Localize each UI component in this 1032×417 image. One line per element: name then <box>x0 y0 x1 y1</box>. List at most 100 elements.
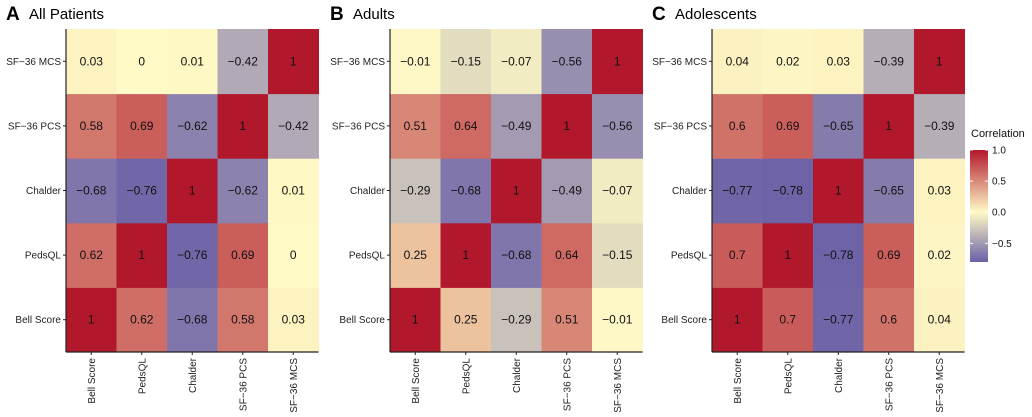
panel-b-cell-label-0-4: −0.01 <box>602 313 633 327</box>
panel-c-cell-label-4-4: 1 <box>936 54 943 68</box>
panel-a-cell-label-4-0: 0.03 <box>80 54 104 68</box>
panel-a-cell-label-4-4: 1 <box>290 54 297 68</box>
panel-c-cell-label-1-0: 0.7 <box>729 248 746 262</box>
panel-a-cell-1-3 <box>217 222 269 288</box>
panel-a-cell-2-1 <box>116 158 168 224</box>
panel-b-cell-2-1 <box>440 158 492 224</box>
panel-a-cell-4-3 <box>217 29 269 95</box>
panel-b-cell-label-2-1: −0.68 <box>451 184 482 198</box>
panel-b-cell-1-3 <box>541 222 593 288</box>
panel-c-cell-4-4 <box>914 29 965 95</box>
panel-c-xtick-label: Bell Score <box>733 358 744 404</box>
panel-a-cell-1-0 <box>66 222 117 288</box>
panel-b-cell-label-2-2: 1 <box>513 184 520 198</box>
panel-c-cell-label-4-3: −0.39 <box>874 54 905 68</box>
panel-b-cell-label-3-4: −0.56 <box>602 119 633 133</box>
panel-a-cell-3-1 <box>116 93 168 159</box>
panel-a-cell-0-1 <box>116 287 168 353</box>
panel-a-cell-3-4 <box>268 93 319 159</box>
panel-a-cell-3-2 <box>167 93 218 159</box>
panel-c-cell-4-2 <box>813 29 864 95</box>
panel-c-xtick-label: SF−36 PCS <box>884 358 895 411</box>
panel-c-cell-label-0-4: 0.04 <box>928 313 952 327</box>
panel-c-ytick-label: Chalder <box>672 186 708 197</box>
panel-c-xtick-label: PedsQL <box>783 358 794 395</box>
panel-a-cell-label-0-4: 0.03 <box>282 313 306 327</box>
panel-a-letter: A <box>6 4 20 25</box>
panel-b-cell-0-4 <box>592 287 643 353</box>
panel-b-letter: B <box>330 4 344 25</box>
panel-c-cell-label-3-2: −0.65 <box>823 119 854 133</box>
legend-title: Correlation <box>971 128 1025 140</box>
legend-colorbar <box>970 150 988 262</box>
panel-c-letter: C <box>652 4 666 25</box>
panel-a-cell-label-3-0: 0.58 <box>80 119 104 133</box>
panel-b-cell-label-3-2: −0.49 <box>501 119 532 133</box>
panel-a-cell-0-3 <box>217 287 269 353</box>
panel-b-cell-label-1-3: 0.64 <box>555 248 579 262</box>
panel-b-cell-0-0 <box>390 287 441 353</box>
panel-a-cell-label-3-1: 0.69 <box>130 119 154 133</box>
panel-a-cell-label-0-2: −0.68 <box>177 313 208 327</box>
panel-b-xtick-label: Chalder <box>512 357 523 393</box>
panel-b-cell-label-3-3: 1 <box>563 119 570 133</box>
panel-a-cell-4-0 <box>66 29 117 95</box>
panel-b-cell-label-1-0: 0.25 <box>404 248 428 262</box>
panel-c-ytick-label: Bell Score <box>661 315 707 326</box>
panel-c-cell-1-4 <box>914 222 965 288</box>
panel-a-cell-label-1-2: −0.76 <box>177 248 208 262</box>
panel-c-cell-2-2 <box>813 158 864 224</box>
panel-b-xtick-label: Bell Score <box>411 358 422 404</box>
panel-c-cell-label-1-1: 1 <box>784 248 791 262</box>
panel-c-ytick-label: SF−36 MCS <box>652 57 707 68</box>
panel-c-cell-4-0 <box>712 29 763 95</box>
panel-c-cell-label-2-3: −0.65 <box>874 184 905 198</box>
panel-b-cell-label-1-1: 1 <box>462 248 469 262</box>
panel-b-cell-label-1-4: −0.15 <box>602 248 633 262</box>
panel-a-cell-label-2-2: 1 <box>189 184 196 198</box>
panel-b-cell-1-4 <box>592 222 643 288</box>
panel-b-cell-4-1 <box>440 29 492 95</box>
panel-b-cell-3-4 <box>592 93 643 159</box>
panel-b-ytick-label: Chalder <box>350 186 386 197</box>
panel-a-title: All Patients <box>29 6 104 23</box>
panel-b-xtick-label: SF−36 MCS <box>613 358 624 413</box>
panel-b-cell-label-0-3: 0.51 <box>555 313 579 327</box>
panel-a-ytick-label: Chalder <box>26 186 62 197</box>
panel-c-cell-label-1-3: 0.69 <box>877 248 901 262</box>
panel-a-cell-label-3-2: −0.62 <box>177 119 208 133</box>
panel-b-ytick-label: PedsQL <box>349 251 386 262</box>
panel-a-cell-1-1 <box>116 222 168 288</box>
panel-c-cell-label-4-1: 0.02 <box>776 54 800 68</box>
panel-b-cell-3-0 <box>390 93 441 159</box>
panel-c-cell-label-4-2: 0.03 <box>827 54 851 68</box>
panel-a-cell-label-1-1: 1 <box>138 248 145 262</box>
panel-c-cell-0-1 <box>762 287 814 353</box>
panel-c-cell-label-2-1: −0.78 <box>773 184 804 198</box>
panel-a-ytick-label: PedsQL <box>25 251 62 262</box>
panel-c-cell-label-0-1: 0.7 <box>779 313 796 327</box>
panel-a-cell-4-2 <box>167 29 218 95</box>
panel-b-cell-4-0 <box>390 29 441 95</box>
panel-b-cell-label-2-4: −0.07 <box>602 184 633 198</box>
panel-c-cell-3-2 <box>813 93 864 159</box>
panel-b-cell-label-1-2: −0.68 <box>501 248 532 262</box>
panel-c-cell-1-0 <box>712 222 763 288</box>
panel-c-cell-0-4 <box>914 287 965 353</box>
panel-a-xtick-label: SF−36 MCS <box>289 358 300 413</box>
panel-b-ytick-label: SF−36 MCS <box>330 57 385 68</box>
panel-b-xtick-label: PedsQL <box>461 358 472 395</box>
panel-b-cell-1-1 <box>440 222 492 288</box>
panel-b-title: Adults <box>353 6 395 23</box>
panel-c-cell-1-1 <box>762 222 814 288</box>
panel-c-cell-4-1 <box>762 29 814 95</box>
panel-c-cell-label-3-0: 0.6 <box>729 119 746 133</box>
panel-a-cell-label-1-3: 0.69 <box>231 248 255 262</box>
panel-b-cell-3-3 <box>541 93 593 159</box>
panel-b-ytick-label: Bell Score <box>339 315 385 326</box>
panel-b-cell-label-4-1: −0.15 <box>451 54 482 68</box>
panel-b-cell-3-2 <box>491 93 542 159</box>
panel-a-cell-label-4-1: 0 <box>138 54 145 68</box>
panel-b-cell-4-3 <box>541 29 593 95</box>
